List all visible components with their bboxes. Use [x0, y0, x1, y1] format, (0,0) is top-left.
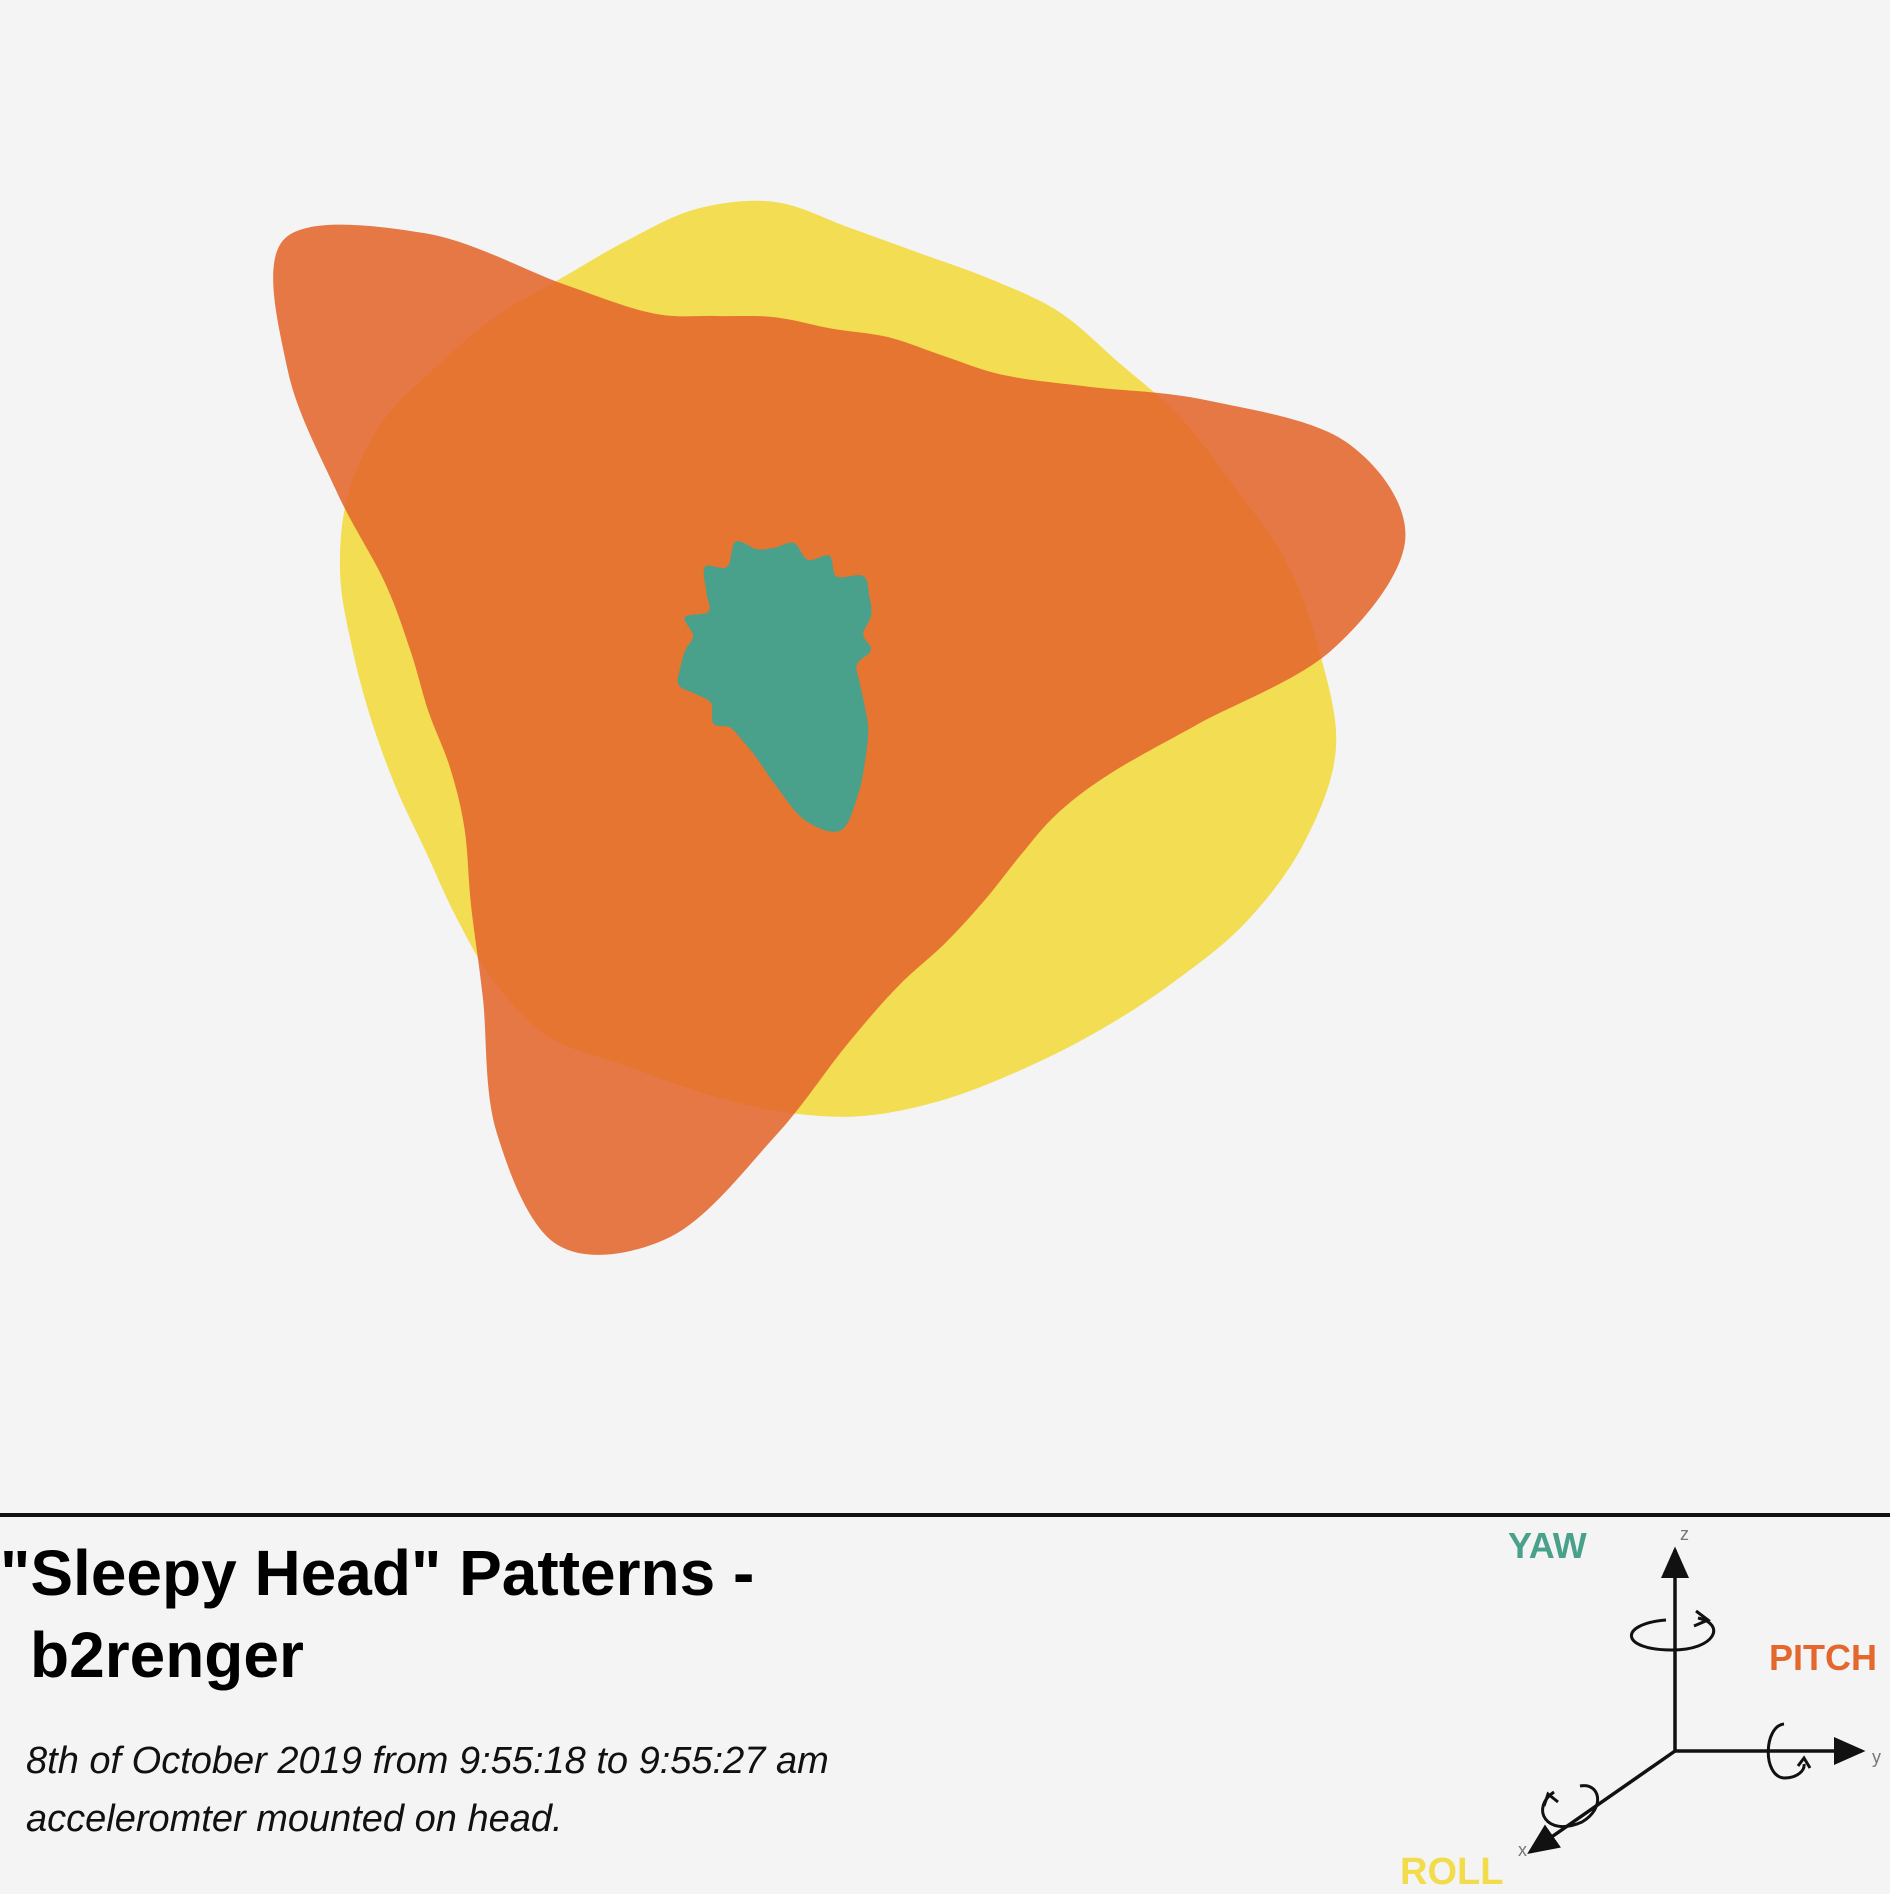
chart-subtitle: 8th of October 2019 from 9:55:18 to 9:55…	[26, 1732, 1126, 1848]
radial-chart	[273, 200, 1406, 1255]
title-line-2: b2renger	[30, 1619, 304, 1691]
pitch-rotation-icon	[1766, 1722, 1806, 1780]
subtitle-line-2: acceleromter mounted on head.	[26, 1798, 563, 1840]
y-axis-label: y	[1872, 1747, 1881, 1767]
x-axis-label: x	[1518, 1840, 1527, 1860]
pitch-rotation-arrowhead	[1796, 1755, 1812, 1769]
chart-title: "Sleepy Head" Patterns - b2renger	[0, 1532, 900, 1696]
divider	[0, 1513, 1890, 1517]
roll-rotation-arrowhead	[1542, 1791, 1559, 1807]
yaw-label: YAW	[1508, 1525, 1587, 1566]
series-yaw-area	[677, 541, 872, 832]
roll-label: ROLL	[1400, 1851, 1503, 1893]
yaw-rotation-icon	[1630, 1616, 1716, 1652]
x-axis-line	[1527, 1749, 1677, 1855]
z-axis-label: z	[1680, 1524, 1689, 1544]
axes-legend: z y x YAW PITCH ROLL	[1400, 1524, 1881, 1893]
title-line-1: "Sleepy Head" Patterns -	[0, 1537, 755, 1609]
roll-rotation-icon	[1541, 1784, 1600, 1829]
subtitle-line-1: 8th of October 2019 from 9:55:18 to 9:55…	[26, 1740, 829, 1782]
pitch-label: PITCH	[1769, 1637, 1877, 1678]
yaw-rotation-arrowhead	[1693, 1609, 1711, 1628]
series-layer	[273, 200, 1406, 1255]
